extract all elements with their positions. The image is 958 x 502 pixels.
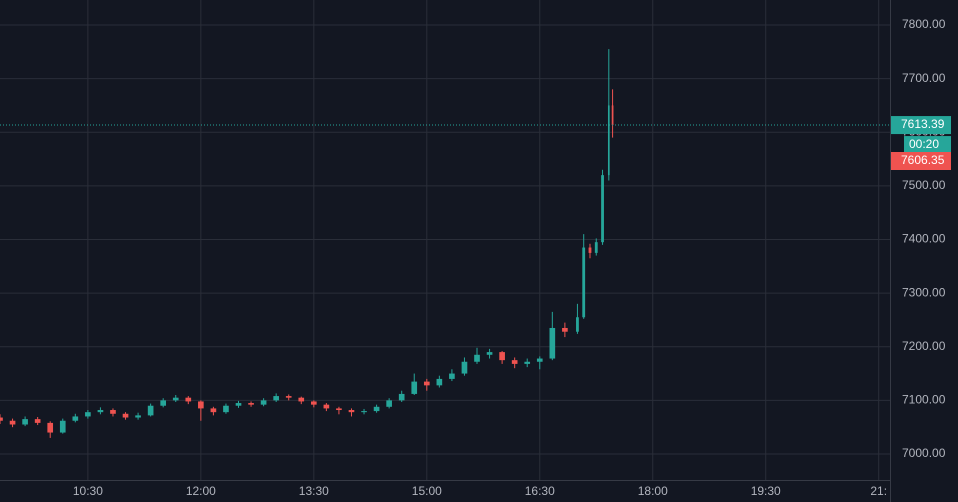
x-tick-label: 16:30 [525, 484, 555, 498]
candle-body [160, 400, 167, 406]
candle-body [594, 242, 598, 253]
candle-body [248, 403, 254, 405]
candle-body [607, 105, 610, 176]
candle-body [323, 404, 330, 409]
last-price-label: 7613.39 [901, 117, 945, 131]
candle-body [135, 415, 141, 418]
candle-body [0, 417, 3, 421]
candle-body [411, 381, 418, 394]
candle-body [198, 401, 204, 409]
candle-body [59, 420, 66, 433]
candle-body [97, 410, 104, 413]
candle-body [185, 397, 192, 402]
candle-body [122, 413, 129, 418]
candle-body [336, 408, 342, 411]
candle-body [386, 400, 392, 407]
candle-body [373, 406, 380, 412]
y-tick-label: 7500.00 [902, 178, 946, 192]
candle-body [611, 105, 614, 126]
candle-body [285, 396, 292, 398]
candle-body [235, 403, 242, 406]
candle-body [260, 400, 267, 405]
candle-body [110, 410, 116, 414]
candle-body [536, 358, 543, 362]
candle-body [582, 247, 586, 318]
price-scale [890, 0, 958, 502]
candle-body [172, 397, 179, 401]
candle-body [588, 247, 592, 253]
candle-body [562, 327, 568, 332]
x-tick-label: 19:30 [751, 484, 781, 498]
x-tick-label: 10:30 [73, 484, 103, 498]
candle-body [423, 381, 430, 386]
x-tick-label: 13:30 [299, 484, 329, 498]
candle-body [223, 405, 229, 413]
candle-body [9, 420, 16, 425]
countdown-badge [904, 136, 951, 154]
candle-body [310, 401, 317, 405]
y-tick-label: 7700.00 [902, 71, 946, 85]
bid-price-badge [891, 152, 951, 170]
candle-body [398, 393, 405, 401]
candle-body [361, 411, 367, 413]
candle-body [298, 397, 305, 402]
candle-body [273, 396, 279, 401]
last-price-badge [891, 116, 951, 135]
candle-body [486, 352, 493, 355]
y-tick-label: 7000.00 [902, 446, 946, 460]
y-tick-label: 7100.00 [902, 393, 946, 407]
candle-body [576, 317, 579, 332]
candle-body [22, 419, 28, 425]
x-tick-label: 21: [870, 484, 887, 498]
y-tick-label: 7300.00 [902, 285, 946, 299]
y-tick-label: 7800.00 [902, 17, 946, 31]
candle-body [549, 327, 556, 359]
x-tick-label: 18:00 [638, 484, 668, 498]
candle-body [449, 373, 455, 379]
candle-body [72, 416, 79, 421]
candle-body [348, 410, 355, 413]
candle-body [499, 352, 505, 361]
candle-body [524, 361, 531, 364]
candle-body [601, 175, 604, 243]
x-tick-label: 15:00 [412, 484, 442, 498]
candle-body [461, 361, 468, 374]
candle-body [34, 419, 41, 423]
candle-body [210, 408, 217, 413]
y-tick-label: 7400.00 [902, 232, 946, 246]
candle-body [147, 405, 154, 416]
bid-price-label: 7606.35 [901, 153, 945, 167]
candle-body [511, 360, 518, 364]
countdown-label: 00:20 [909, 137, 939, 151]
candle-body [85, 412, 91, 417]
candle-body [47, 422, 54, 433]
x-tick-label: 12:00 [186, 484, 216, 498]
candle-body [474, 354, 480, 362]
y-tick-label: 7200.00 [902, 339, 946, 353]
candle-body [436, 378, 443, 386]
